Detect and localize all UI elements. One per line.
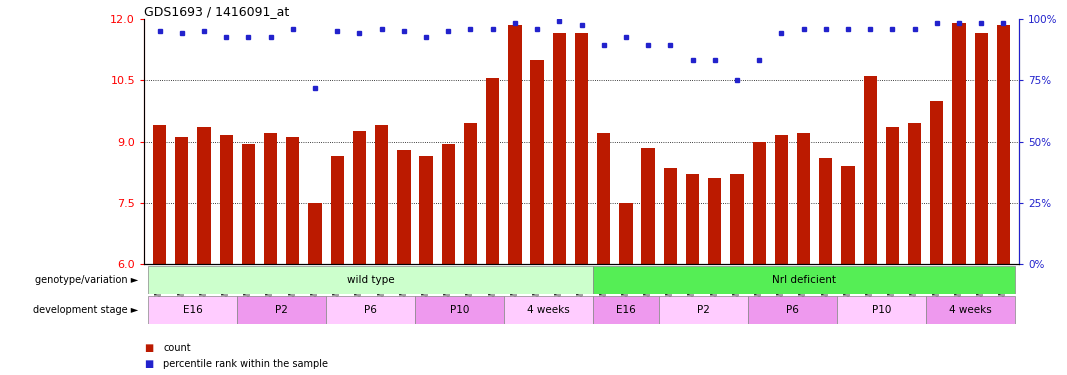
Bar [242,144,255,264]
Text: count: count [163,343,191,353]
Bar [375,125,388,264]
Bar [442,144,455,264]
Text: E16: E16 [184,305,203,315]
Text: percentile rank within the sample: percentile rank within the sample [163,359,329,369]
Bar [886,127,899,264]
Bar [598,134,610,264]
Bar [487,78,499,264]
Bar [148,296,237,324]
Bar [664,168,676,264]
Bar [327,296,415,324]
Bar [148,266,592,294]
Bar [659,296,748,324]
Bar [641,148,655,264]
Bar [553,33,566,264]
Bar [530,60,544,264]
Text: ■: ■ [144,359,154,369]
Bar [308,203,321,264]
Bar [997,25,1010,264]
Bar [575,33,588,264]
Bar [464,123,477,264]
Bar [197,127,210,264]
Bar [730,174,744,264]
Bar [153,125,166,264]
Bar [592,266,1015,294]
Bar [819,158,832,264]
Bar [619,203,633,264]
Bar [220,135,233,264]
Bar [686,174,699,264]
Bar [974,33,988,264]
Text: P2: P2 [275,305,288,315]
Bar [504,296,592,324]
Bar [353,131,366,264]
Bar [264,134,277,264]
Bar [237,296,327,324]
Bar [797,134,810,264]
Text: Nrl deficient: Nrl deficient [771,275,835,285]
Text: wild type: wild type [347,275,395,285]
Text: 4 weeks: 4 weeks [949,305,991,315]
Bar [397,150,411,264]
Bar [842,166,855,264]
Bar [508,25,522,264]
Bar [863,76,877,264]
Text: GDS1693 / 1416091_at: GDS1693 / 1416091_at [144,4,289,18]
Text: P2: P2 [697,305,711,315]
Text: P10: P10 [872,305,891,315]
Bar [926,296,1015,324]
Bar [930,100,943,264]
Text: ■: ■ [144,343,154,353]
Text: development stage ►: development stage ► [33,305,139,315]
Bar [908,123,921,264]
Text: 4 weeks: 4 weeks [527,305,570,315]
Bar [331,156,344,264]
Bar [953,23,966,264]
Bar [837,296,926,324]
Text: P6: P6 [786,305,799,315]
Bar [286,138,300,264]
Bar [748,296,837,324]
Bar [592,296,659,324]
Text: P10: P10 [449,305,469,315]
Bar [415,296,504,324]
Bar [752,142,766,264]
Bar [775,135,789,264]
Bar [175,138,189,264]
Text: E16: E16 [616,305,636,315]
Bar [419,156,433,264]
Text: P6: P6 [364,305,377,315]
Bar [708,178,721,264]
Text: genotype/variation ►: genotype/variation ► [35,275,139,285]
